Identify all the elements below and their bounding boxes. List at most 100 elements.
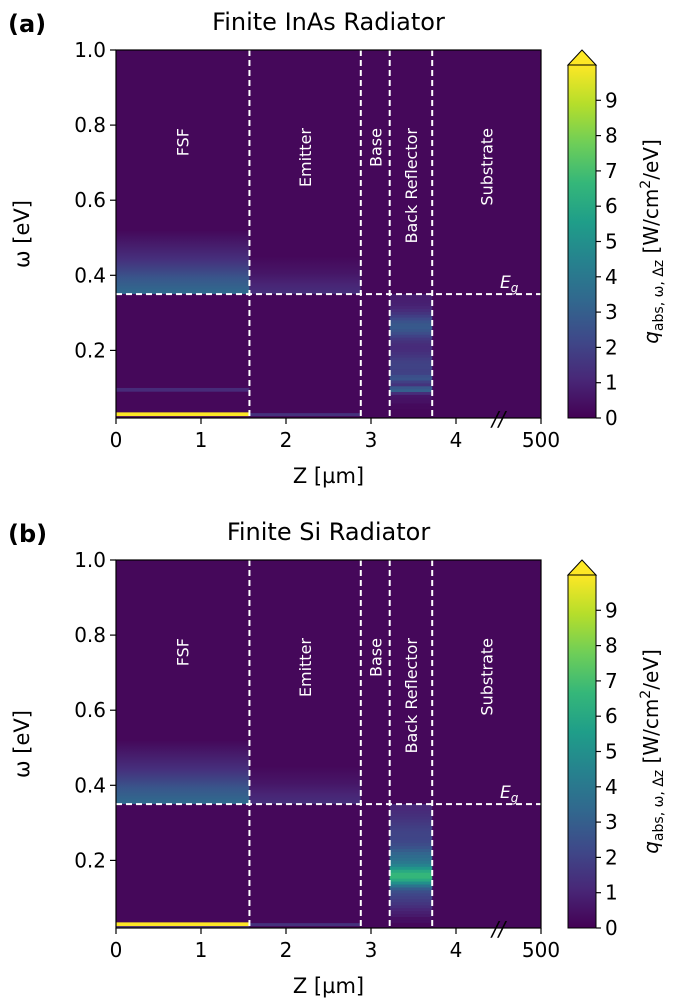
heatmap-cell [389,818,433,823]
x-tick-label: 2 [280,938,293,962]
heatmap-cells [116,230,433,417]
heatmap-cell [389,299,433,304]
heatmap-cell [389,869,433,873]
layer-label: Emitter [296,638,315,698]
heatmap-cell [389,836,433,841]
colorbar-tick-label: 5 [605,740,618,764]
colorbar-tick-label: 6 [605,194,618,218]
heatmap-cell [389,839,433,844]
heatmap-cell [389,830,433,835]
axis-break-mark: // [490,407,508,431]
colorbar-tick-label: 6 [605,704,618,728]
heatmap-cell [389,833,433,838]
heatmap-cell [389,400,433,404]
heatmap-cell [389,904,433,909]
colorbar-tick-label: 4 [605,775,618,799]
heatmap-cell [389,388,433,393]
heatmap-cell [389,339,433,344]
heatmap-cell [389,394,433,398]
heatmap-cell [389,305,433,309]
plot-frame [115,49,542,419]
heatmap-cell [389,322,433,327]
layer-label: FSF [174,638,193,666]
colorbar-label-units: [W/cm [639,699,663,770]
heatmap-cell [389,296,433,301]
heatmap-cell [389,910,433,915]
heatmap-cell [389,362,433,367]
heatmap-cell [389,857,433,861]
heatmap-cell [389,371,433,375]
layer-label: Base [366,638,385,677]
x-axis-label: Z [µm] [293,974,364,998]
heatmap-band [116,926,250,928]
y-tick-label: 0.8 [74,113,106,137]
colorbar-label: qabs, ω, Δz [W/cm2/eV] [638,649,667,854]
heatmap-cell [389,405,433,410]
heatmap-cell [389,316,433,321]
heatmap-cell [389,379,433,384]
heatmap-gradient-region [116,740,250,805]
colorbar-tick-label: 8 [605,124,618,148]
heatmap-gradient-region [249,256,361,295]
colorbar-label-superscript: 2 [638,180,654,189]
y-tick-label: 0.2 [74,338,106,362]
heatmap-cell [389,895,433,900]
heatmap-cell [389,342,433,347]
x-tick-label: 0 [110,428,123,452]
colorbar-tick-label: 8 [605,634,618,658]
heatmap-cell [389,359,433,364]
heatmap-cell [389,878,433,882]
x-tick-label: 2 [280,428,293,452]
colorbar-tick-label: 9 [605,88,618,112]
colorbar-tick-label: 5 [605,230,618,254]
heatmap-gradient-region [249,766,361,805]
y-tick-label: 0.4 [74,263,106,287]
y-tick-label: 0.6 [74,698,106,722]
colorbar [568,575,596,928]
colorbar-label: qabs, ω, Δz [W/cm2/eV] [638,139,667,344]
heatmap-cell [389,827,433,832]
heatmap-cell [389,919,433,923]
x-tick-label: 1 [195,428,208,452]
heatmap-cell [389,883,433,888]
panel-label: (a) [8,10,46,38]
bandgap-label-subscript: g [511,281,519,295]
colorbar [568,65,596,418]
colorbar-tick-label: 2 [605,845,618,869]
heatmap-cell [389,880,433,885]
layer-label: Substrate [478,128,497,206]
colorbar-label-superscript: 2 [638,690,654,699]
heatmap-band [116,412,250,417]
heatmap-band [116,922,250,927]
colorbar-label-subscript: abs, ω, Δz [651,770,667,841]
heatmap-cell [389,854,433,858]
heatmap-cell [389,809,433,814]
heatmap-cell [389,851,433,855]
colorbar-label-units: [W/cm [639,189,663,260]
heatmap-band [116,387,250,392]
heatmap-cell [389,385,433,390]
y-axis-label: ω [eV] [10,200,34,268]
colorbar-tick-label: 1 [605,881,618,905]
heatmap-cell [389,815,433,820]
heatmap-cell [389,842,433,847]
heatmap-cell [389,875,433,879]
y-tick-label: 0.2 [74,848,106,872]
heatmap-cell [389,328,433,332]
colorbar-label-q: q [639,841,663,854]
y-tick-label: 0.4 [74,773,106,797]
layer-label: Substrate [478,638,497,716]
heatmap-cell [389,377,433,381]
heatmap-cell [389,845,433,850]
heatmap-cell [389,348,433,352]
x-tick-label: 500 [522,938,560,962]
colorbar-tick-label: 2 [605,335,618,359]
y-tick-label: 0.8 [74,623,106,647]
plot-frame [115,559,542,929]
heatmap-cell [389,892,433,897]
heatmap-cell [389,916,433,921]
x-tick-label: 1 [195,938,208,962]
heatmap-cell [389,866,433,870]
